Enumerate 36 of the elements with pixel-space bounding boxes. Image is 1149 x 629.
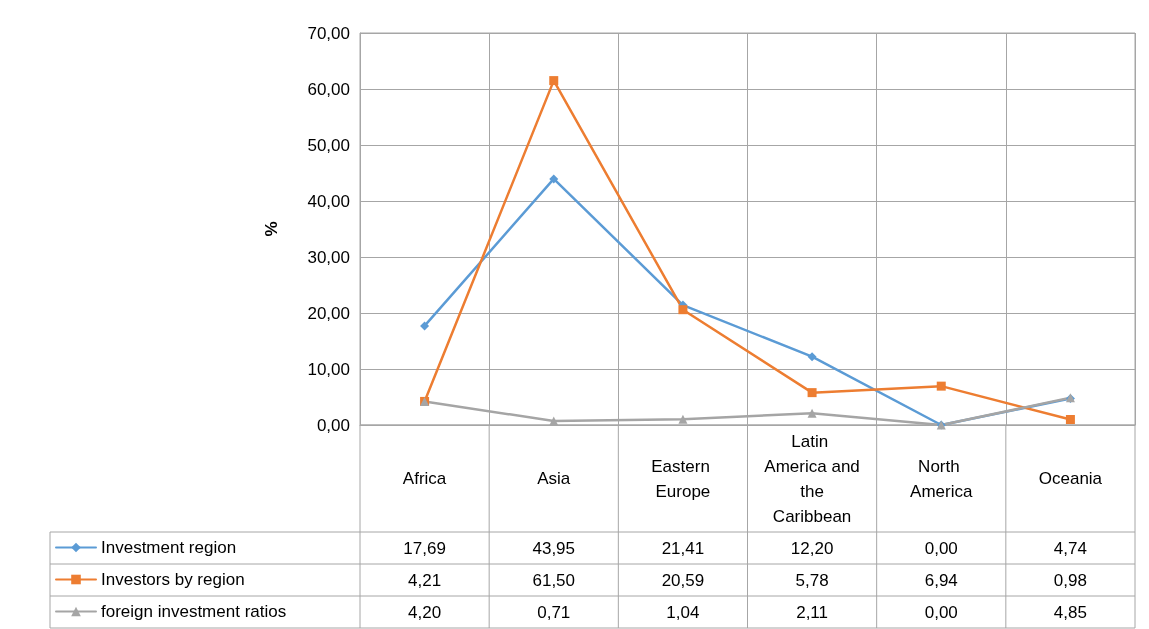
x-tick-label: Latin America and the Caribbean bbox=[764, 431, 860, 526]
data-label: 5,78 bbox=[795, 570, 829, 590]
y-tick-label: 0,00 bbox=[316, 415, 350, 435]
y-tick-label: 50,00 bbox=[307, 135, 350, 155]
y-tick-label: 20,00 bbox=[307, 303, 350, 323]
legend-label: foreign investment ratios bbox=[101, 602, 287, 621]
data-label: 0,98 bbox=[1053, 570, 1087, 590]
data-label: 21,41 bbox=[661, 538, 705, 558]
legend-label: Investors by region bbox=[101, 570, 245, 589]
data-label: 1,04 bbox=[666, 602, 700, 622]
x-tick-label: Eastern Europe bbox=[651, 456, 715, 501]
x-tick-label: North America bbox=[910, 456, 973, 501]
data-label: 0,00 bbox=[924, 538, 958, 558]
data-label: 2,11 bbox=[796, 602, 828, 622]
y-axis-title: % bbox=[262, 221, 281, 237]
data-label: 43,95 bbox=[532, 538, 576, 558]
y-tick-label: 40,00 bbox=[307, 191, 350, 211]
y-tick-label: 70,00 bbox=[307, 23, 350, 43]
y-tick-label: 10,00 bbox=[307, 359, 350, 379]
data-label: 20,59 bbox=[661, 570, 705, 590]
data-label: 17,69 bbox=[403, 538, 446, 558]
data-label: 4,21 bbox=[408, 570, 442, 590]
data-label: 12,20 bbox=[790, 538, 834, 558]
data-label: 4,20 bbox=[408, 602, 442, 622]
x-tick-label: Asia bbox=[537, 469, 571, 488]
y-tick-label: 30,00 bbox=[307, 247, 350, 267]
data-label: 0,71 bbox=[537, 602, 571, 622]
data-label: 6,94 bbox=[924, 570, 958, 590]
x-tick-label: Oceania bbox=[1038, 469, 1103, 488]
data-label: 4,85 bbox=[1053, 602, 1087, 622]
legend-label: Investment region bbox=[101, 538, 237, 557]
data-label: 61,50 bbox=[532, 570, 576, 590]
y-tick-label: 60,00 bbox=[307, 79, 350, 99]
data-label: 4,74 bbox=[1053, 538, 1087, 558]
data-label: 0,00 bbox=[924, 602, 958, 622]
x-tick-label: Africa bbox=[402, 469, 447, 488]
